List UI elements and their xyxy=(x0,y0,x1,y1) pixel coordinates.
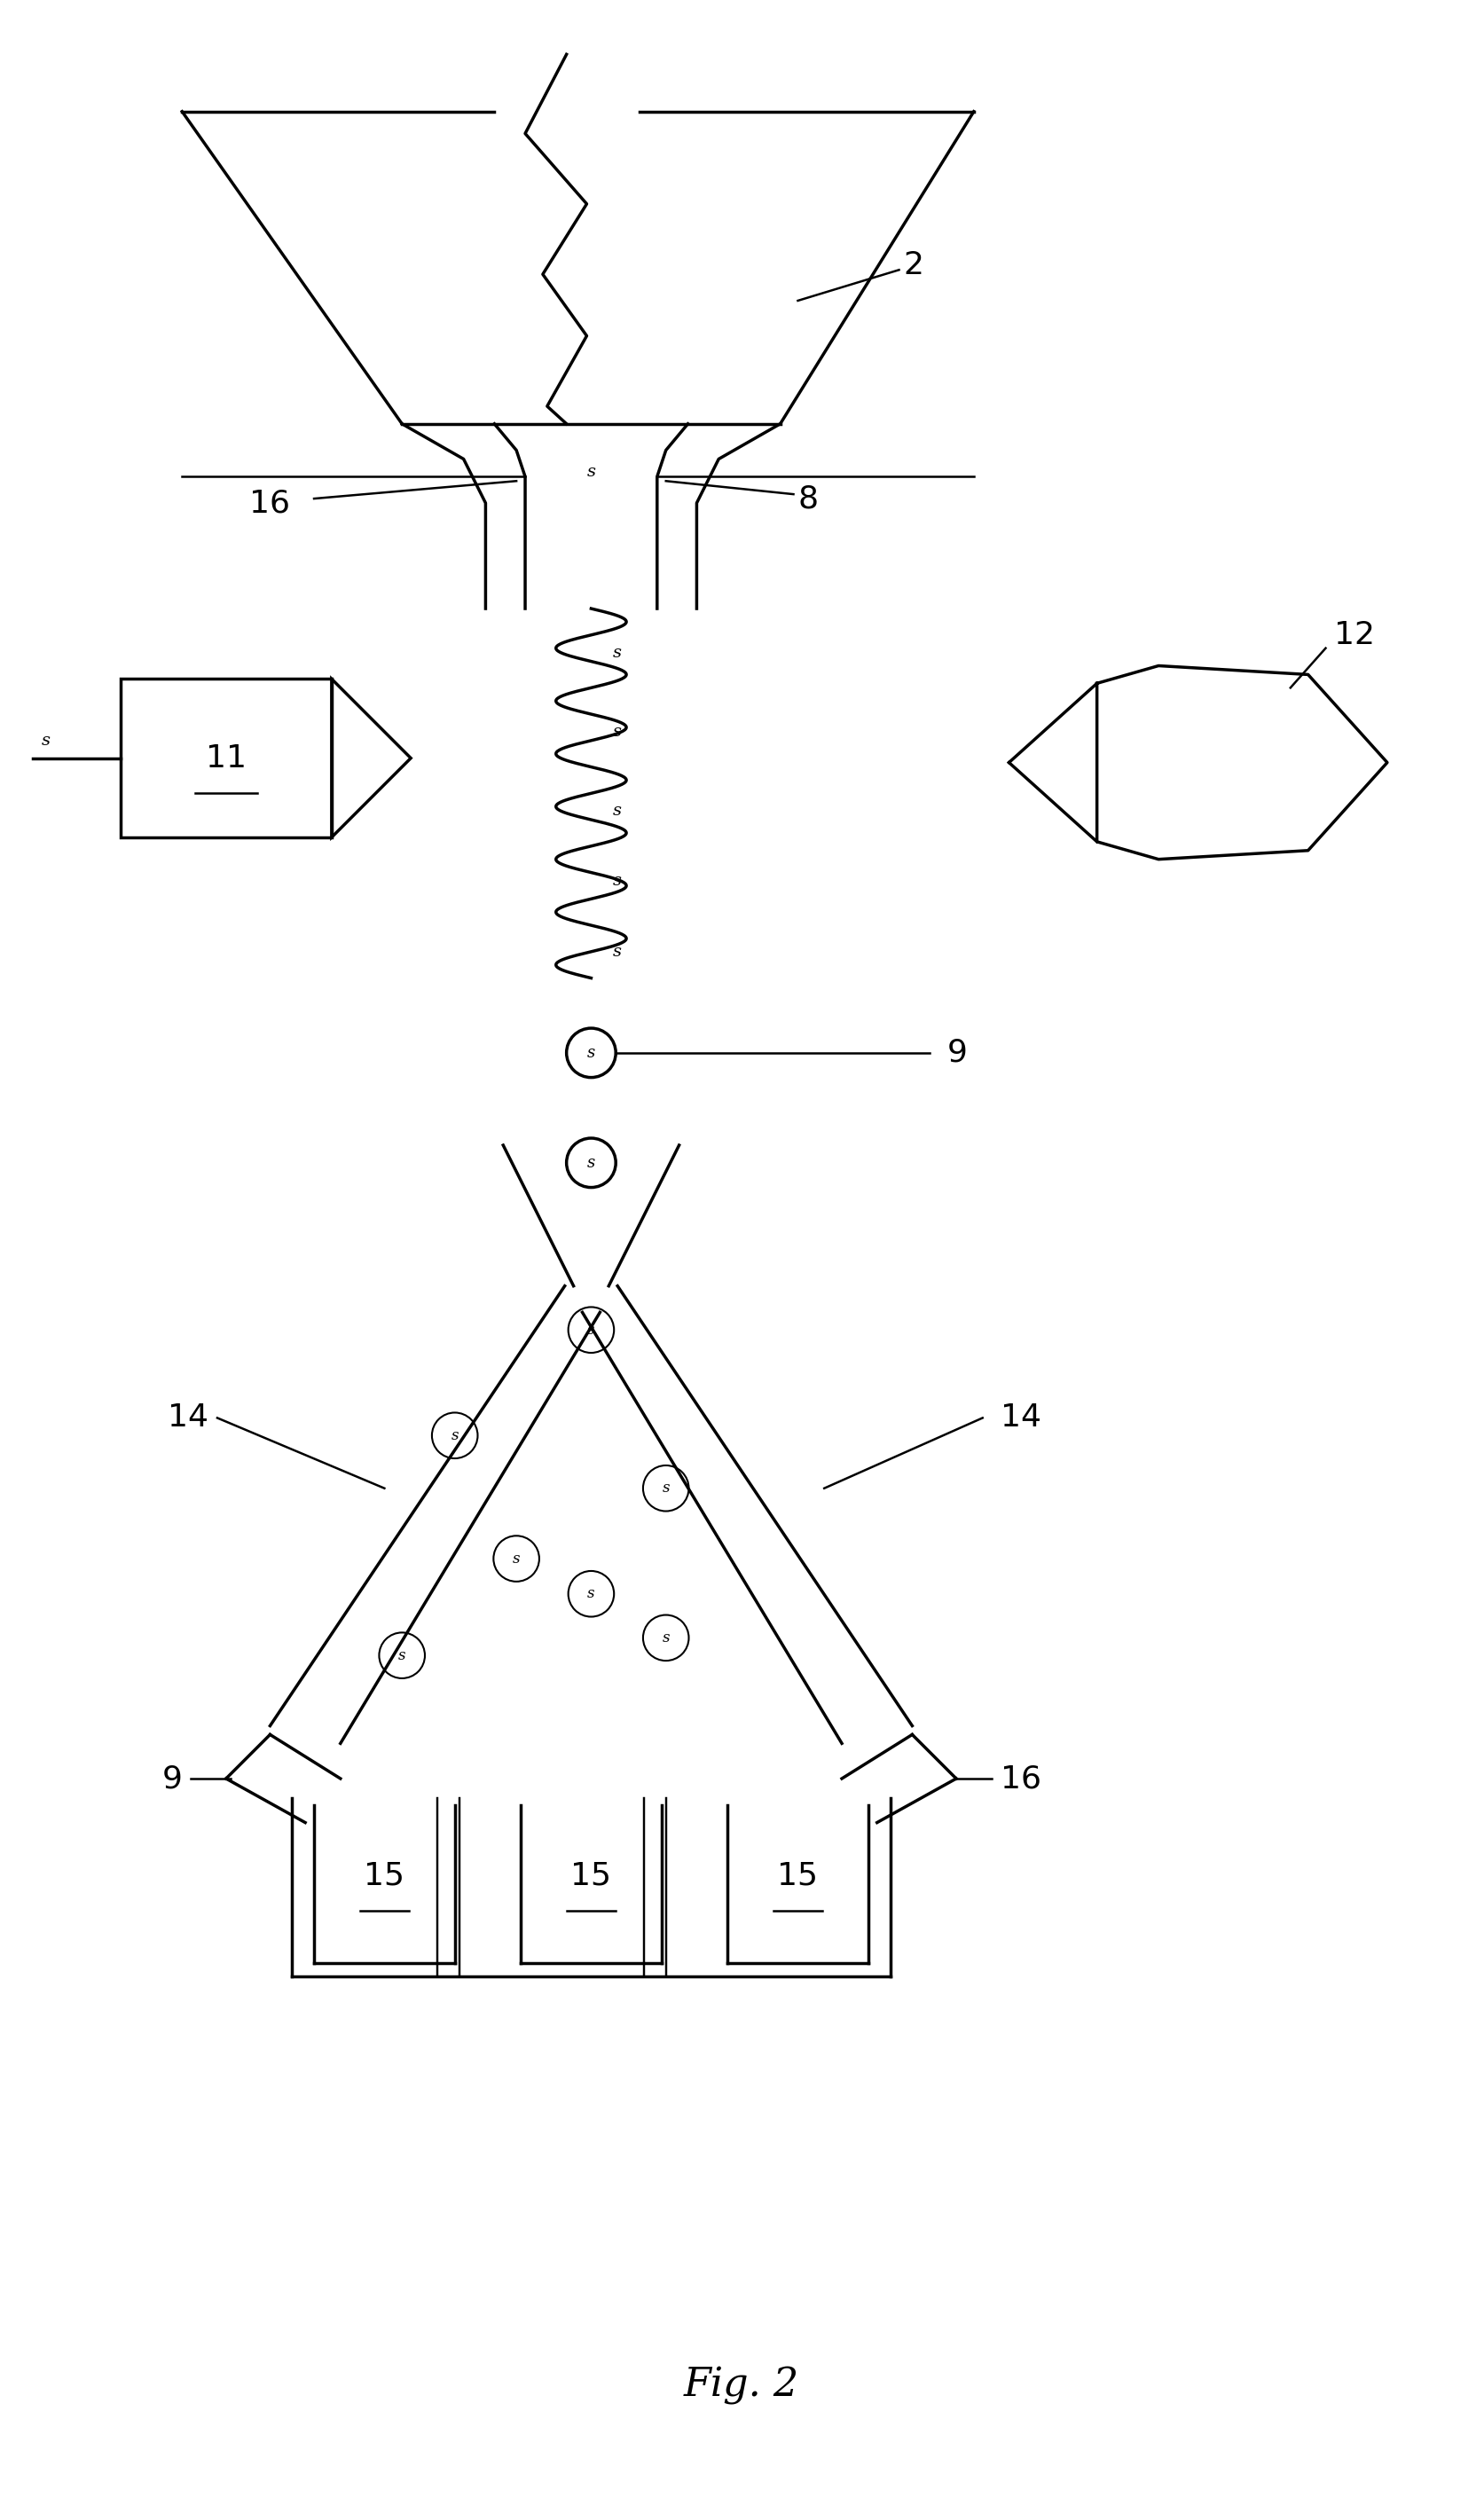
Text: 2: 2 xyxy=(904,250,925,280)
Text: 11: 11 xyxy=(206,742,246,774)
Text: s: s xyxy=(586,465,595,480)
Text: 14: 14 xyxy=(168,1404,208,1434)
Text: s: s xyxy=(512,1551,519,1566)
Text: 9: 9 xyxy=(162,1764,183,1794)
Text: 14: 14 xyxy=(1000,1404,1040,1434)
Text: s: s xyxy=(613,802,622,819)
Text: s: s xyxy=(398,1649,405,1664)
Text: s: s xyxy=(613,724,622,739)
Text: s: s xyxy=(662,1481,669,1496)
Text: 12: 12 xyxy=(1334,620,1376,649)
Text: 15: 15 xyxy=(778,1861,818,1891)
Text: 16: 16 xyxy=(249,487,291,517)
Text: s: s xyxy=(613,644,622,659)
Text: s: s xyxy=(588,1044,595,1062)
Text: Fig. 2: Fig. 2 xyxy=(684,2366,800,2406)
Text: s: s xyxy=(613,944,622,959)
Text: s: s xyxy=(613,874,622,889)
Text: s: s xyxy=(588,1154,595,1172)
Text: 8: 8 xyxy=(798,485,818,515)
Text: s: s xyxy=(662,1631,669,1646)
Text: s: s xyxy=(588,1321,595,1336)
Text: 15: 15 xyxy=(571,1861,611,1891)
Text: s: s xyxy=(451,1429,459,1444)
Text: 9: 9 xyxy=(947,1037,968,1069)
Text: s: s xyxy=(588,1586,595,1601)
Text: 16: 16 xyxy=(1000,1764,1040,1794)
Text: 15: 15 xyxy=(364,1861,405,1891)
Text: s: s xyxy=(42,732,50,749)
